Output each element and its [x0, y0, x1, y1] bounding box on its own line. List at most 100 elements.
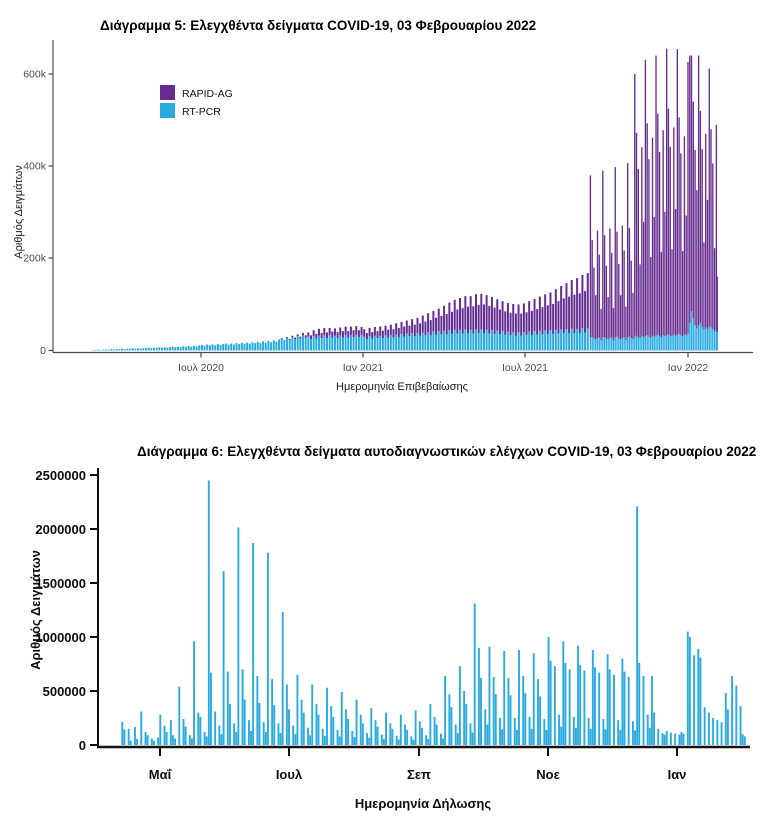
bar-rt-pcr	[448, 330, 451, 351]
bar-rt-pcr	[147, 347, 150, 351]
bar-rt-pcr	[379, 335, 382, 351]
bar-rt-pcr	[304, 337, 307, 351]
bar-rt-pcr	[97, 349, 100, 351]
bar-rt-pcr	[176, 346, 179, 351]
bar-rapid-ag	[445, 314, 448, 335]
bar-selftest	[583, 670, 586, 745]
chart2-ytick-0: 0	[79, 738, 86, 753]
bar-rapid-ag	[443, 305, 446, 331]
bar-rt-pcr	[642, 337, 645, 351]
bar-rapid-ag	[517, 304, 520, 333]
bar-rt-pcr	[710, 327, 712, 351]
bar-selftest	[391, 728, 394, 745]
bar-selftest	[591, 649, 594, 745]
bar-selftest	[123, 729, 126, 745]
bar-rt-pcr	[681, 336, 684, 351]
diagram5-chart: Διάγραμμα 5: Ελεγχθέντα δείγματα COVID-1…	[13, 18, 753, 393]
bar-selftest	[484, 709, 487, 745]
chart2-xtick-may: Μαΐ	[149, 767, 173, 782]
legend-label-rapid-ag: RAPID-AG	[182, 88, 233, 100]
bar-rt-pcr	[187, 345, 190, 351]
bar-rapid-ag	[288, 338, 291, 340]
bar-selftest	[404, 724, 406, 745]
bar-rt-pcr	[278, 339, 281, 351]
bar-rapid-ag	[716, 276, 718, 333]
bar-selftest	[456, 733, 459, 745]
bar-selftest	[345, 709, 347, 745]
bar-selftest	[292, 725, 295, 745]
bar-rapid-ag	[376, 331, 379, 339]
bar-selftest	[218, 725, 221, 745]
bar-selftest	[163, 725, 166, 745]
chart1-xtick-jan2021: Ιαν 2021	[343, 362, 384, 374]
bar-rapid-ag	[435, 317, 438, 335]
bar-selftest	[589, 728, 592, 745]
bar-selftest	[302, 712, 305, 745]
bar-rapid-ag	[655, 55, 657, 336]
bar-rt-pcr	[683, 334, 686, 351]
bar-selftest	[688, 637, 691, 745]
chart1-ytick-600k: 600k	[23, 69, 47, 81]
bar-selftest	[273, 705, 276, 745]
bar-selftest	[266, 552, 269, 745]
bar-rt-pcr	[251, 342, 254, 351]
bar-rt-pcr	[611, 337, 613, 351]
bar-rt-pcr	[317, 335, 320, 351]
bar-rt-pcr	[288, 339, 291, 351]
bar-rapid-ag	[605, 265, 608, 339]
chart2-ytick-2500000: 2500000	[35, 468, 86, 483]
bar-rt-pcr	[496, 330, 499, 351]
chart2-xtick-nov: Νοε	[536, 767, 560, 782]
bar-selftest	[663, 734, 666, 745]
bar-rapid-ag	[596, 230, 599, 339]
bar-rt-pcr	[283, 340, 286, 351]
bar-selftest	[307, 727, 309, 745]
bar-rapid-ag	[644, 59, 647, 337]
bar-rt-pcr	[562, 332, 565, 351]
bar-selftest	[262, 722, 265, 745]
bar-rt-pcr	[498, 334, 501, 351]
bar-rt-pcr	[405, 333, 408, 351]
bar-selftest	[169, 720, 172, 745]
bar-selftest	[146, 735, 149, 745]
bar-rt-pcr	[110, 349, 113, 351]
bar-rapid-ag	[307, 332, 310, 337]
bar-rapid-ag	[623, 250, 625, 338]
bar-rt-pcr	[602, 337, 604, 351]
bar-rt-pcr	[701, 326, 703, 351]
bar-selftest	[427, 739, 430, 745]
bar-rt-pcr	[432, 331, 435, 351]
bar-rt-pcr	[134, 348, 137, 351]
bar-selftest	[642, 675, 645, 745]
bar-rt-pcr	[387, 337, 390, 351]
bar-rapid-ag	[600, 309, 602, 341]
bar-selftest	[471, 732, 474, 745]
bar-rapid-ag	[651, 137, 654, 336]
bar-selftest	[159, 714, 162, 745]
bar-rt-pcr	[678, 333, 680, 351]
bar-selftest	[444, 675, 447, 745]
bar-rapid-ag	[520, 313, 523, 336]
bar-rapid-ag	[368, 327, 371, 337]
bar-selftest	[237, 527, 240, 745]
bar-rt-pcr	[485, 329, 488, 351]
bar-rt-pcr	[429, 335, 432, 351]
bar-rapid-ag	[395, 323, 398, 335]
bar-rapid-ag	[696, 190, 698, 329]
bar-selftest	[735, 685, 738, 745]
bar-rapid-ag	[616, 231, 618, 337]
bar-rt-pcr	[248, 343, 251, 351]
bar-rt-pcr	[549, 330, 552, 351]
bar-rt-pcr	[589, 337, 592, 351]
bar-rt-pcr	[411, 332, 414, 351]
bar-rt-pcr	[680, 335, 682, 351]
bar-rt-pcr	[389, 334, 392, 351]
bar-rt-pcr	[612, 340, 615, 351]
bar-rapid-ag	[440, 315, 443, 335]
bar-rt-pcr	[360, 335, 363, 351]
bar-rapid-ag	[373, 327, 376, 336]
bar-rt-pcr	[246, 342, 249, 351]
bar-rt-pcr	[328, 335, 331, 351]
bar-rt-pcr	[493, 333, 496, 351]
bar-rt-pcr	[174, 347, 177, 351]
